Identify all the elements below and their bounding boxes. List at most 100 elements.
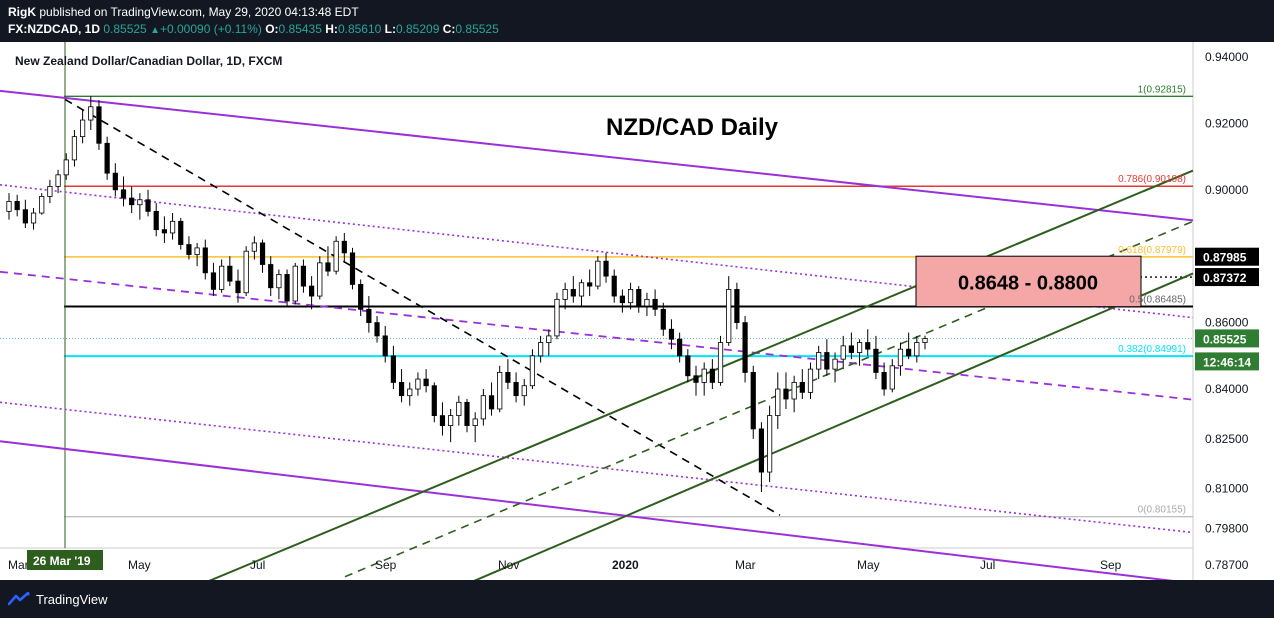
candle-body	[80, 119, 86, 138]
candle	[497, 365, 503, 413]
green-channel-lower[interactable]	[470, 272, 1194, 580]
price-marker	[1195, 268, 1259, 287]
candle-body	[96, 106, 102, 144]
countdown-label: 12:46:14	[1203, 355, 1251, 369]
candle-body	[219, 265, 225, 290]
candle-body	[897, 348, 904, 367]
candle-body	[186, 244, 192, 255]
candle	[22, 199, 28, 228]
candle	[129, 186, 135, 214]
tradingview-logo[interactable]: TradingView	[8, 591, 108, 607]
candle	[153, 203, 159, 237]
candle	[603, 252, 609, 283]
price-tick-label: 0.82500	[1205, 432, 1249, 446]
candle	[750, 365, 756, 439]
candle-body	[169, 220, 176, 234]
candle-body	[448, 415, 454, 426]
price-axis[interactable]	[1193, 42, 1274, 580]
fib-level-label: 1(0.92815)	[1138, 84, 1186, 95]
candle	[529, 349, 536, 390]
candle	[120, 176, 127, 207]
candle	[71, 130, 78, 167]
chart-annotation[interactable]: NZD/CAD Daily	[606, 114, 779, 141]
candle	[169, 213, 176, 240]
candle-body	[178, 220, 184, 245]
candle	[889, 359, 895, 393]
price-tick-label: 0.84000	[1205, 382, 1249, 396]
purple-channel-bottom[interactable]	[0, 440, 1193, 580]
candle-body	[742, 322, 748, 373]
symbol-label[interactable]: FX:NZDCAD, 1D	[8, 22, 100, 36]
candle-body	[693, 375, 699, 383]
candle	[178, 218, 184, 250]
candle	[161, 216, 167, 243]
drawings[interactable]: 0.8648 - 0.8800	[0, 42, 1194, 580]
candle	[456, 395, 462, 426]
candle-body	[881, 372, 887, 390]
candle-body	[349, 252, 356, 285]
candle-body	[799, 382, 805, 393]
candle-body	[758, 428, 765, 473]
candle	[562, 282, 568, 310]
low-value: 0.85209	[396, 22, 440, 36]
target-zone-label[interactable]: 0.8648 - 0.8800	[958, 272, 1098, 294]
candle	[349, 247, 356, 290]
candle-body	[538, 342, 544, 357]
candle	[881, 362, 887, 396]
time-tick-label: Sep	[375, 558, 397, 572]
candle-body	[235, 280, 241, 294]
purple-dotted-lower[interactable]	[0, 401, 1194, 534]
downtrend-line[interactable]	[64, 98, 781, 516]
candle-body	[873, 348, 879, 373]
candle-body	[22, 209, 28, 224]
green-channel-upper[interactable]	[205, 169, 1194, 580]
high-label: H:	[325, 22, 338, 36]
author[interactable]: RigK	[8, 5, 36, 19]
candle	[398, 369, 405, 403]
candle-body	[906, 348, 912, 357]
price-marker-label: 0.87372	[1203, 271, 1247, 285]
candle-body	[300, 265, 307, 287]
candle-body	[472, 418, 478, 426]
candle	[80, 110, 86, 144]
target-zone[interactable]	[915, 255, 1142, 308]
low-label: L:	[384, 22, 396, 36]
purple-channel-mid[interactable]	[0, 270, 1194, 401]
candle-body	[497, 372, 503, 410]
candle	[439, 402, 446, 436]
price-tick-label: 0.78700	[1205, 558, 1249, 572]
fib-level-label: 0.786(0.90108)	[1118, 174, 1186, 185]
candle-body	[889, 365, 895, 390]
candle-body	[660, 308, 666, 330]
candle-body	[922, 338, 928, 343]
price-tick-label: 0.86000	[1205, 316, 1249, 330]
candle	[366, 296, 372, 333]
chart-area[interactable]: 0.8648 - 0.8800 1(0.92815) 0.786(0.90108)…	[0, 42, 1274, 580]
chart-title: New Zealand Dollar/Canadian Dollar, 1D, …	[15, 54, 282, 68]
candle	[145, 189, 151, 217]
candle-body	[71, 136, 78, 161]
candle	[382, 325, 388, 363]
purple-channel-top[interactable]	[0, 89, 1194, 222]
candle-body	[431, 385, 437, 417]
candle	[488, 382, 495, 416]
candle-body	[6, 201, 12, 212]
candle-body	[832, 358, 838, 370]
candle-body	[112, 172, 118, 191]
price-marker-label: 0.85525	[1203, 332, 1247, 346]
candle-body	[783, 388, 789, 400]
candle-body	[398, 382, 405, 397]
candle	[194, 242, 200, 267]
candle	[415, 372, 421, 396]
candle	[464, 399, 470, 433]
candle	[873, 335, 879, 380]
tradingview-icon	[8, 592, 30, 606]
price-chart[interactable]: 0.8648 - 0.8800 1(0.92815) 0.786(0.90108)…	[0, 42, 1274, 580]
candle	[611, 269, 617, 303]
candle	[922, 335, 928, 350]
candle	[816, 345, 822, 380]
price-marker-label: 0.87985	[1203, 251, 1247, 265]
time-marker	[27, 550, 103, 570]
candle-body	[668, 328, 675, 340]
candle	[202, 239, 208, 280]
